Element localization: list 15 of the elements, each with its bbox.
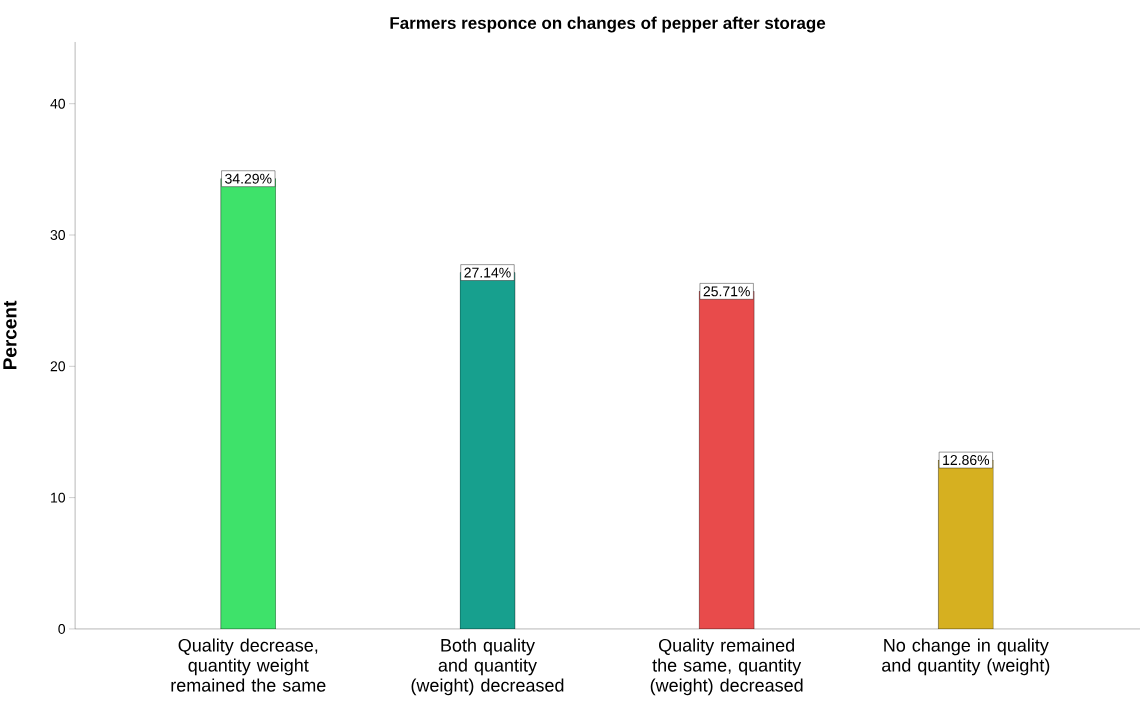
y-tick-label: 20 <box>50 361 66 372</box>
y-tick-label: 10 <box>51 492 66 503</box>
y-tick-label: 0 <box>58 623 66 634</box>
data-label: 27.14% <box>464 267 511 278</box>
chart-title: Farmers responce on changes of pepper after storage <box>390 16 826 33</box>
x-tick-label: Quality remained the same, quantity (weight) decreased <box>650 638 803 696</box>
data-label: 12.86% <box>943 455 990 466</box>
x-tick-label: Quality decrease, quantity weight remained the same <box>171 638 326 692</box>
x-tick-label: No change in quality and quantity (weight) <box>882 638 1050 676</box>
x-tick-label: Both quality and quantity (weight) decreased <box>411 638 564 696</box>
y-tick-label: 30 <box>50 230 66 240</box>
y-tick-label: 40 <box>50 98 66 109</box>
data-label: 34.29% <box>225 173 272 184</box>
y-axis-title: Percent <box>3 300 17 370</box>
data-label: 25.71% <box>703 286 750 297</box>
